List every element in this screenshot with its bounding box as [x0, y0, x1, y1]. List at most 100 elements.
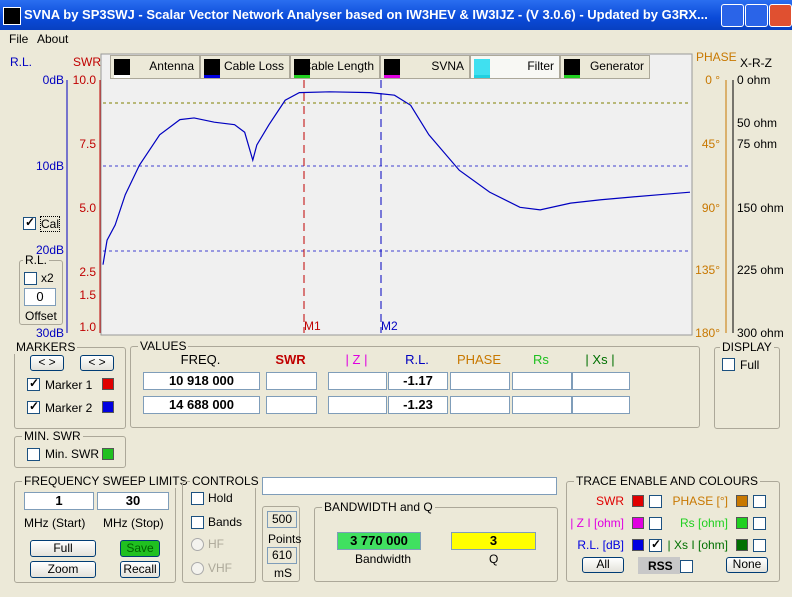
menu-item[interactable]: File: [9, 32, 29, 46]
marker1-step[interactable]: < >: [30, 355, 64, 371]
trace-color[interactable]: [632, 517, 644, 529]
phase-tick-label: 180°: [695, 326, 720, 340]
min-swr-color[interactable]: [102, 448, 114, 460]
xrz-tick-label: 300 ohm: [737, 326, 784, 340]
trace-checkbox[interactable]: [649, 495, 662, 508]
tab-label: Cable Loss: [223, 59, 284, 73]
min-swr-checkbox[interactable]: [27, 448, 40, 461]
value-field: [450, 396, 510, 414]
window-title: SVNA by SP3SWJ - Scalar Vector Network A…: [24, 7, 708, 22]
menu-item[interactable]: About: [37, 32, 69, 46]
time-field[interactable]: 610: [267, 547, 297, 564]
axis-title: X-R-Z: [740, 56, 772, 70]
axis-title: R.L.: [10, 55, 33, 69]
none-button[interactable]: None: [726, 557, 768, 573]
trace-label: | Xs I [ohm]: [667, 538, 728, 552]
points-label: Points: [268, 532, 302, 546]
marker-label: M1: [304, 319, 321, 333]
points-field[interactable]: 500: [267, 511, 297, 528]
xrz-tick-label: 0 ohm: [737, 73, 771, 87]
trace-checkbox[interactable]: [753, 517, 766, 530]
stop-label: MHz (Stop): [103, 516, 164, 530]
value-field: [450, 372, 510, 390]
marker1-color[interactable]: [102, 378, 114, 390]
trace-checkbox[interactable]: [753, 495, 766, 508]
marker2-color[interactable]: [102, 401, 114, 413]
hold-checkbox[interactable]: [191, 492, 204, 505]
group-title: FREQUENCY SWEEP LIMITS: [22, 474, 190, 488]
tab[interactable]: [470, 55, 560, 79]
hf-radio[interactable]: [191, 538, 204, 551]
swr-tick-label: 7.5: [79, 137, 96, 151]
bandwidth-label: Bandwidth: [355, 552, 412, 566]
value-field: [572, 396, 630, 414]
tab[interactable]: [110, 55, 200, 79]
full-label: Full: [740, 358, 760, 372]
tab-icon: [474, 59, 490, 78]
all-button[interactable]: All: [582, 557, 624, 573]
full-button[interactable]: Full: [30, 540, 96, 557]
group-title: DISPLAY: [720, 340, 774, 354]
tab[interactable]: [290, 55, 380, 79]
tab[interactable]: [200, 55, 290, 79]
swr-tick-label: 2.5: [79, 265, 96, 279]
trace-color[interactable]: [736, 495, 748, 507]
phase-tick-label: 0 °: [705, 73, 720, 87]
offset-label: Offset: [25, 309, 57, 323]
tab-icon: [114, 59, 130, 78]
value-field: [328, 372, 387, 390]
save-button[interactable]: Save: [120, 540, 160, 557]
vhf-radio[interactable]: [191, 562, 204, 575]
zoom-button[interactable]: Zoom: [30, 561, 96, 578]
swr-tick-label: 1.0: [79, 320, 96, 334]
title-bar: [0, 0, 792, 30]
vhf-label: VHF: [208, 561, 232, 575]
value-header: | Xs |: [585, 352, 615, 367]
trace-color[interactable]: [632, 495, 644, 507]
maximize-button[interactable]: [745, 4, 768, 27]
time-label: mS: [274, 566, 292, 580]
marker1-label: Marker 1: [45, 378, 93, 392]
phase-tick-label: 135°: [695, 263, 720, 277]
tab-icon: [384, 59, 400, 78]
bands-checkbox[interactable]: [191, 516, 204, 529]
trace-label: R.L. [dB]: [577, 538, 624, 552]
value-field: [512, 396, 572, 414]
x2-checkbox[interactable]: [24, 272, 37, 285]
trace-color[interactable]: [736, 539, 748, 551]
rl-tick-label: 10dB: [35, 159, 64, 173]
trace-checkbox[interactable]: [649, 537, 662, 552]
rss-checkbox[interactable]: [680, 560, 693, 573]
bandwidth-group: [314, 507, 558, 582]
points-group: [262, 506, 300, 582]
offset-field[interactable]: 0: [24, 288, 56, 306]
trace-color[interactable]: [736, 517, 748, 529]
trace-checkbox[interactable]: [753, 539, 766, 552]
value-field: [266, 372, 317, 390]
group-title: R.L.: [23, 253, 50, 267]
recall-button[interactable]: Recall: [120, 561, 160, 578]
tab[interactable]: [560, 55, 650, 79]
trace-label: | Z I [ohm]: [570, 516, 624, 530]
group-title: MARKERS: [14, 340, 78, 354]
stop-field[interactable]: 30: [97, 492, 169, 510]
tab[interactable]: [380, 55, 470, 79]
start-field[interactable]: 1: [24, 492, 94, 510]
cal-checkbox[interactable]: [23, 215, 36, 230]
marker1-checkbox[interactable]: [27, 376, 40, 391]
rl-tick-label: 0dB: [42, 73, 64, 87]
minimize-button[interactable]: [721, 4, 744, 27]
marker2-step[interactable]: < >: [80, 355, 114, 371]
status-field[interactable]: [262, 477, 557, 495]
group-title: CONTROLS: [190, 474, 261, 488]
trace-color[interactable]: [632, 539, 644, 551]
value-header: PHASE: [456, 352, 502, 367]
full-checkbox[interactable]: [722, 358, 735, 371]
group-title: VALUES: [138, 339, 189, 353]
marker2-checkbox[interactable]: [27, 399, 40, 414]
value-field: [512, 372, 572, 390]
value-field: -1.17: [388, 372, 448, 390]
trace-checkbox[interactable]: [649, 517, 662, 530]
axis-title: SWR: [73, 55, 101, 69]
